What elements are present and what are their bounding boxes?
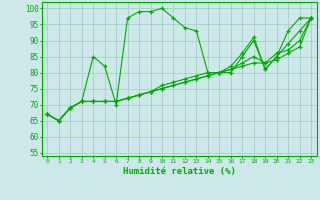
X-axis label: Humidité relative (%): Humidité relative (%) bbox=[123, 167, 236, 176]
